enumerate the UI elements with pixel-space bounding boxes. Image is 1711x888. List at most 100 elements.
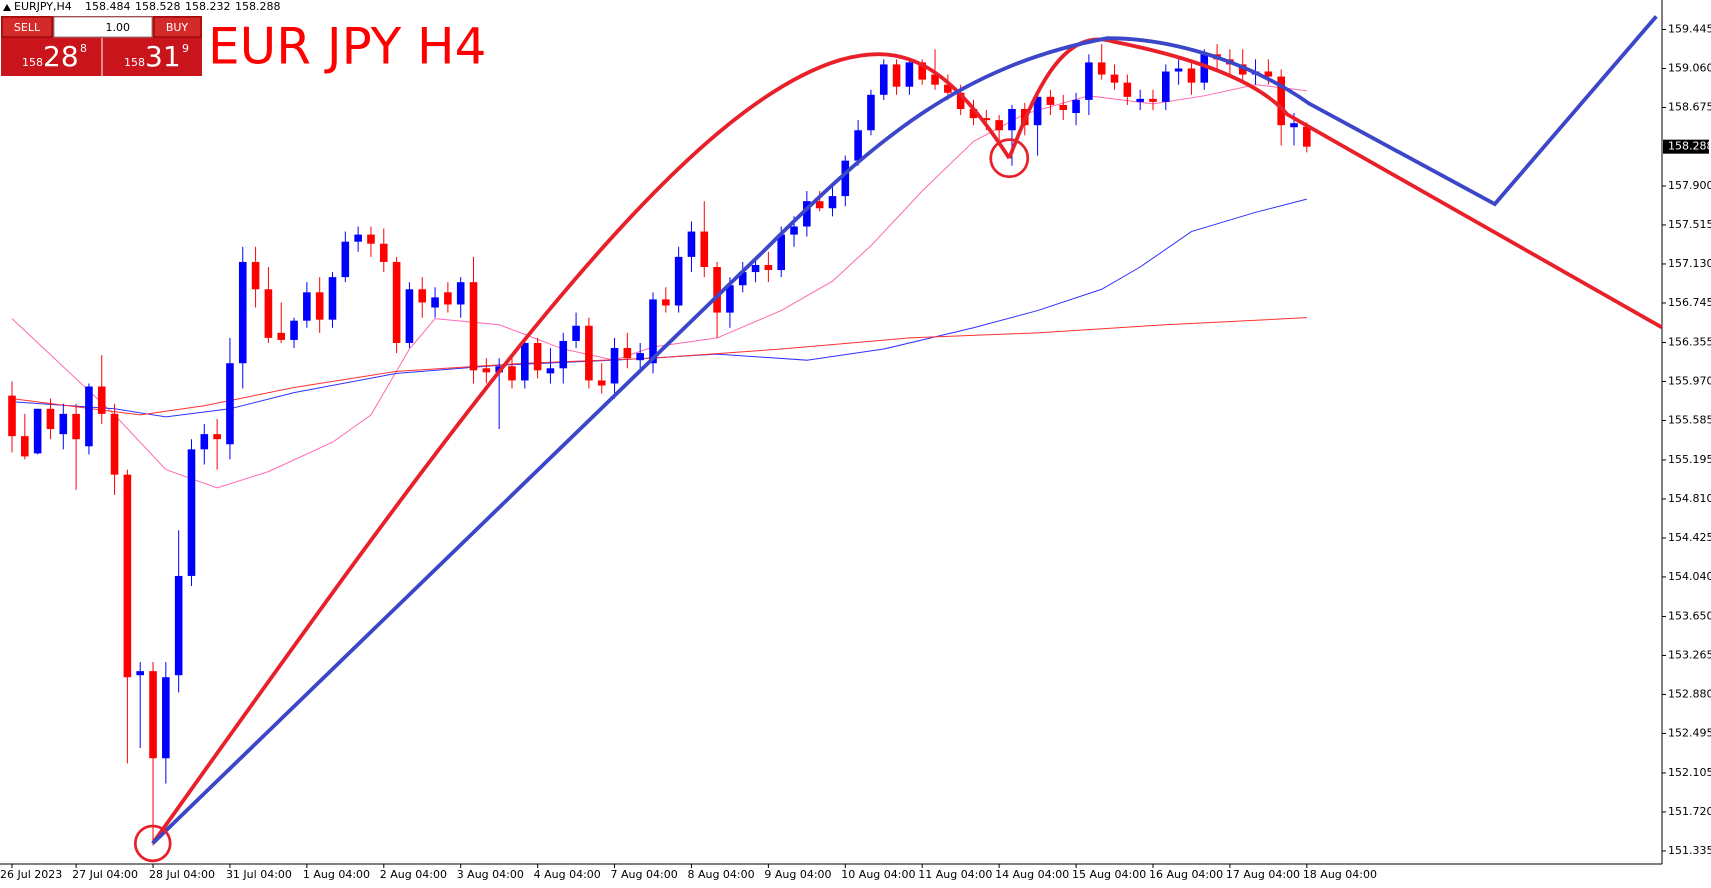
candle-body bbox=[738, 272, 747, 286]
candle-body bbox=[264, 289, 273, 338]
candle-body bbox=[1033, 96, 1042, 126]
candle-body bbox=[46, 408, 55, 430]
candle-body bbox=[777, 234, 785, 271]
candle-body bbox=[610, 348, 619, 384]
red-curve bbox=[1007, 37, 1663, 329]
y-tick-label: 154.040 bbox=[1668, 570, 1711, 583]
candle-body bbox=[21, 436, 29, 457]
candle-body bbox=[162, 677, 170, 759]
sell-button[interactable] bbox=[1, 16, 53, 38]
circle-marker bbox=[989, 138, 1030, 179]
candle-body bbox=[713, 266, 721, 313]
candle-body bbox=[392, 261, 401, 343]
buy-big-figure[interactable]: 158 bbox=[124, 56, 145, 69]
x-tick-label: 15 Aug 04:00 bbox=[1072, 868, 1146, 881]
x-tick-label: 18 Aug 04:00 bbox=[1303, 868, 1377, 881]
candle-body bbox=[905, 62, 914, 87]
candle-body bbox=[1059, 104, 1068, 111]
candle-body bbox=[1277, 76, 1285, 126]
plot: 159.445 159.060 158.675 157.900 157.515 157.1… bbox=[0, 22, 1711, 881]
candle-body bbox=[790, 226, 798, 235]
x-tick-label: 28 Jul 04:00 bbox=[149, 868, 215, 881]
candle-body bbox=[1238, 64, 1247, 75]
y-tick-label: 151.720 bbox=[1668, 805, 1711, 818]
x-tick-label: 4 Aug 04:00 bbox=[534, 868, 601, 881]
x-tick-label: 27 Jul 04:00 bbox=[72, 868, 138, 881]
candle-body bbox=[367, 234, 375, 244]
candle-body bbox=[8, 395, 16, 437]
candle-body bbox=[444, 292, 452, 305]
candle-body bbox=[623, 348, 632, 359]
candle-body bbox=[59, 413, 68, 435]
candle-body bbox=[251, 261, 260, 290]
sell-big-figure[interactable]: 158 bbox=[22, 56, 43, 69]
y-tick-label: 157.515 bbox=[1668, 218, 1711, 231]
buy-label: BUY bbox=[166, 21, 189, 34]
candle-body bbox=[97, 386, 106, 414]
candle-body bbox=[149, 671, 157, 759]
x-tick-label: 11 Aug 04:00 bbox=[918, 868, 992, 881]
buy-button[interactable] bbox=[153, 16, 202, 38]
candle-body bbox=[456, 282, 465, 305]
buy-point[interactable]: 9 bbox=[182, 42, 189, 55]
x-tick-label: 3 Aug 04:00 bbox=[457, 868, 524, 881]
candle-body bbox=[1162, 71, 1170, 102]
candle-body bbox=[751, 264, 760, 273]
y-tick-label: 158.675 bbox=[1668, 100, 1711, 113]
candle-body bbox=[85, 386, 93, 447]
x-tick-label: 31 Jul 04:00 bbox=[226, 868, 292, 881]
candle-body bbox=[200, 434, 209, 450]
current-price-box bbox=[1663, 139, 1709, 154]
sell-point[interactable]: 8 bbox=[80, 42, 87, 55]
candle-body bbox=[956, 92, 965, 109]
x-tick-label: 26 Jul 2023 bbox=[0, 868, 62, 881]
header: EURJPY,H4 158.484 158.528 158.232 158.28… bbox=[3, 0, 281, 13]
sell-pips[interactable]: 28 bbox=[43, 40, 79, 73]
candle-body bbox=[1264, 71, 1273, 77]
y-tick-label: 157.130 bbox=[1668, 257, 1711, 270]
candle-body bbox=[187, 449, 196, 576]
candle-body bbox=[1110, 74, 1119, 83]
candle-body bbox=[277, 332, 286, 340]
candle-body bbox=[918, 62, 927, 80]
candle-body bbox=[995, 120, 1003, 131]
sell-label: SELL bbox=[14, 21, 41, 34]
x-tick-label: 14 Aug 04:00 bbox=[995, 868, 1069, 881]
candle-body bbox=[572, 325, 580, 341]
buy-pips[interactable]: 31 bbox=[145, 40, 181, 73]
candle-body bbox=[1085, 62, 1093, 100]
candle-body bbox=[315, 292, 324, 320]
candle-body bbox=[328, 277, 337, 320]
candle-body bbox=[136, 671, 144, 676]
candle-body bbox=[559, 340, 568, 369]
candle-body bbox=[379, 243, 388, 262]
chart-title: EUR JPY H4 bbox=[208, 18, 486, 76]
candle-body bbox=[1072, 99, 1080, 114]
candle-body bbox=[879, 64, 888, 95]
current-price: 158.288 bbox=[1668, 140, 1711, 153]
y-tick-label: 154.810 bbox=[1668, 492, 1711, 505]
candle-body bbox=[431, 297, 439, 308]
y-tick-label: 153.265 bbox=[1668, 648, 1711, 661]
candle-body bbox=[854, 130, 862, 161]
x-tick-label: 10 Aug 04:00 bbox=[841, 868, 915, 881]
icon bbox=[3, 4, 11, 11]
y-tick-label: 159.060 bbox=[1668, 61, 1711, 74]
candle-body bbox=[226, 363, 234, 445]
candle-body bbox=[982, 118, 991, 121]
candle-body bbox=[1136, 98, 1144, 102]
candle-body bbox=[764, 264, 773, 271]
candle-body bbox=[674, 256, 683, 306]
volume-field[interactable] bbox=[53, 16, 153, 38]
candle-body bbox=[1046, 96, 1055, 105]
moving-average bbox=[11, 198, 1307, 418]
symbol: EURJPY,H4 bbox=[14, 0, 72, 13]
y-tick-label: 156.745 bbox=[1668, 296, 1711, 309]
candle-body bbox=[508, 366, 516, 381]
y-tick-label: 151.335 bbox=[1668, 844, 1711, 857]
candle-body bbox=[33, 408, 42, 454]
red-curve bbox=[151, 52, 1011, 845]
candle-body bbox=[546, 368, 555, 374]
circle-marker bbox=[133, 824, 172, 863]
